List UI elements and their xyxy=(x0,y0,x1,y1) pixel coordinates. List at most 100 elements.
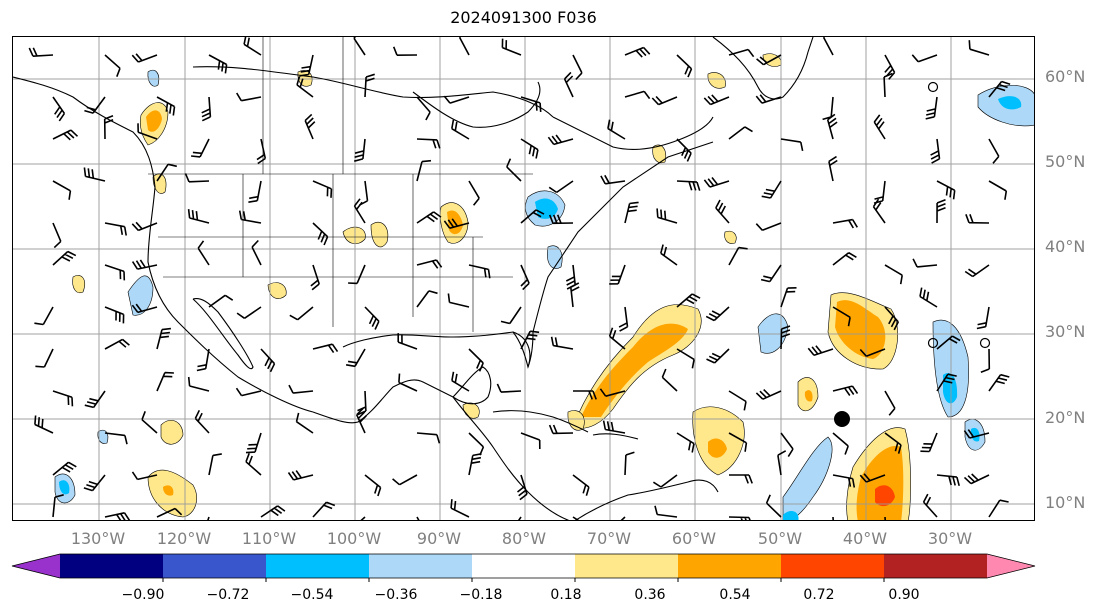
wind-barb xyxy=(676,432,695,453)
map-title: 2024091300 F036 xyxy=(450,8,597,27)
wind-barb xyxy=(976,306,990,330)
wind-barb xyxy=(235,387,262,397)
wind-barb xyxy=(52,222,62,249)
wind-barb xyxy=(364,306,380,330)
wind-barb xyxy=(312,501,336,518)
wind-barb xyxy=(355,407,367,434)
wind-barb xyxy=(260,505,286,518)
wind-barb xyxy=(398,373,418,392)
wind-barb xyxy=(676,54,693,78)
colorbar-tick-label: 0.90 xyxy=(888,587,920,603)
wind-barb xyxy=(506,158,522,182)
wind-barb xyxy=(450,499,470,518)
wind-barb xyxy=(624,451,635,476)
wind-barb xyxy=(131,53,158,63)
colorbar-tick-label: −0.18 xyxy=(459,587,503,603)
wind-barb xyxy=(873,180,886,204)
wind-barb xyxy=(705,306,730,322)
wind-barb xyxy=(832,474,856,488)
wind-barb xyxy=(980,348,991,374)
negative-field-tropical-east-core xyxy=(970,427,980,442)
wind-barb xyxy=(392,46,418,56)
wind-barb xyxy=(618,306,629,332)
wind-barb xyxy=(468,453,482,476)
wind-barb xyxy=(357,390,367,416)
wind-barb xyxy=(807,345,834,356)
wind-barb xyxy=(156,327,171,350)
wind-barb xyxy=(963,429,990,439)
wind-barb xyxy=(238,210,262,224)
wind-barb xyxy=(832,218,858,229)
shaded-fields xyxy=(54,53,1034,520)
coastline-cuba xyxy=(492,410,589,433)
wind-barb xyxy=(131,303,158,314)
colorbar-segment xyxy=(60,554,164,578)
wind-barb xyxy=(299,54,314,77)
storm-center-marker xyxy=(834,411,850,427)
wind-barb xyxy=(936,373,957,392)
wind-barb xyxy=(52,129,79,141)
colorbar-segment xyxy=(472,554,576,578)
wind-barb xyxy=(676,138,692,162)
lon-label-30w: 30°W xyxy=(927,529,973,548)
wind-barb xyxy=(520,96,542,112)
wind-barb xyxy=(572,54,583,81)
wind-barb xyxy=(468,264,491,279)
wind-barb xyxy=(345,348,366,368)
wind-barb xyxy=(756,54,782,66)
wind-barb xyxy=(963,473,990,485)
wind-barb xyxy=(194,409,210,434)
colorbar-extend-min xyxy=(12,554,60,578)
wind-barb xyxy=(624,90,651,100)
lon-label-80w: 80°W xyxy=(501,529,547,548)
wind-barb xyxy=(207,516,210,520)
wind-barb xyxy=(392,474,418,486)
wind-barb xyxy=(517,474,528,501)
wind-barb xyxy=(520,209,545,224)
wind-barb xyxy=(517,516,522,520)
colorbar-segment xyxy=(369,554,473,578)
wind-barb xyxy=(703,177,730,188)
wind-barb xyxy=(883,72,893,98)
wind-barb xyxy=(131,221,158,232)
wind-barbs xyxy=(28,37,1011,520)
wind-barb xyxy=(197,240,210,266)
wind-barb xyxy=(236,306,262,319)
coastline-south-america xyxy=(575,479,719,520)
negative-field-east-coast xyxy=(547,245,563,269)
wind-barb xyxy=(416,432,441,444)
wind-barb xyxy=(310,264,320,291)
wind-barb xyxy=(397,333,418,350)
lat-label-60n: 60°N xyxy=(1045,67,1086,86)
wind-barb xyxy=(728,390,747,411)
wind-barb xyxy=(760,264,782,283)
wind-barb xyxy=(104,338,130,350)
wind-barb xyxy=(765,494,782,518)
wind-barb xyxy=(728,246,748,266)
wind-barb xyxy=(988,373,1010,392)
wind-barb xyxy=(260,348,276,373)
wind-barb xyxy=(353,198,366,224)
wind-barb xyxy=(208,54,228,74)
wind-barb xyxy=(304,113,316,140)
wind-barb xyxy=(243,37,262,56)
wind-barb xyxy=(922,493,938,518)
lon-label-100w: 100°W xyxy=(326,529,382,548)
wind-barb xyxy=(602,420,626,434)
wind-barb xyxy=(353,138,366,162)
positive-field-labrador xyxy=(707,72,726,89)
wind-barb xyxy=(652,474,678,488)
lat-label-50n: 50°N xyxy=(1045,152,1086,171)
positive-field-pacific-mid xyxy=(160,420,184,445)
coastline-east-us xyxy=(532,141,714,333)
wind-barb xyxy=(416,516,420,520)
wind-barb xyxy=(520,432,541,450)
wind-barb xyxy=(156,163,177,182)
wind-barb xyxy=(52,461,77,476)
wind-barb xyxy=(550,336,574,350)
wind-barb xyxy=(520,330,540,350)
wind-barb xyxy=(208,294,234,308)
wind-barb xyxy=(936,335,961,350)
wind-barb xyxy=(416,96,431,121)
wind-barb xyxy=(208,453,222,476)
